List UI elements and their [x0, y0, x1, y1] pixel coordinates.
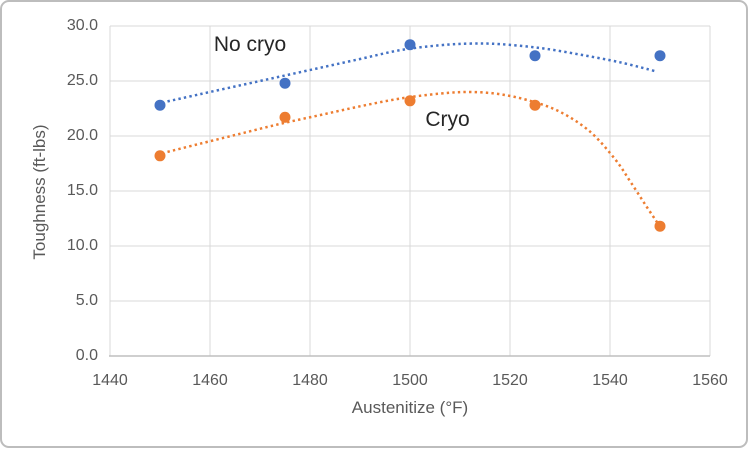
data-point-no-cryo	[154, 99, 166, 111]
data-point-cryo	[279, 111, 291, 123]
y-tick-label: 15.0	[66, 182, 98, 199]
x-tick-label: 1540	[592, 372, 628, 389]
x-axis-title: Austenitize (°F)	[351, 398, 469, 417]
y-tick-label: 25.0	[66, 72, 98, 89]
data-point-cryo	[654, 220, 666, 232]
x-tick-label: 1480	[292, 372, 328, 389]
x-tick-label: 1460	[192, 372, 228, 389]
series-label-cryo: Cryo	[425, 107, 470, 131]
series-label-no-cryo: No cryo	[213, 32, 287, 56]
data-point-no-cryo	[404, 39, 416, 51]
y-tick-label: 5.0	[75, 292, 98, 309]
trendline-cryo	[167, 90, 659, 224]
data-point-no-cryo	[279, 77, 291, 89]
y-axis-title: Toughness (ft-lbs)	[30, 124, 49, 260]
y-tick-label: 20.0	[66, 127, 98, 144]
data-point-no-cryo	[529, 50, 541, 62]
trendline-no-cryo	[167, 42, 656, 103]
data-point-cryo	[154, 150, 166, 162]
x-tick-label: 1520	[492, 372, 528, 389]
data-point-cryo	[404, 95, 416, 107]
data-point-cryo	[529, 99, 541, 111]
x-tick-label: 1500	[392, 372, 428, 389]
x-tick-label: 1440	[92, 372, 128, 389]
y-tick-label: 0.0	[75, 347, 98, 364]
y-tick-label: 30.0	[66, 17, 98, 34]
y-tick-label: 10.0	[66, 237, 98, 254]
data-point-no-cryo	[654, 50, 666, 62]
x-tick-label: 1560	[692, 372, 728, 389]
